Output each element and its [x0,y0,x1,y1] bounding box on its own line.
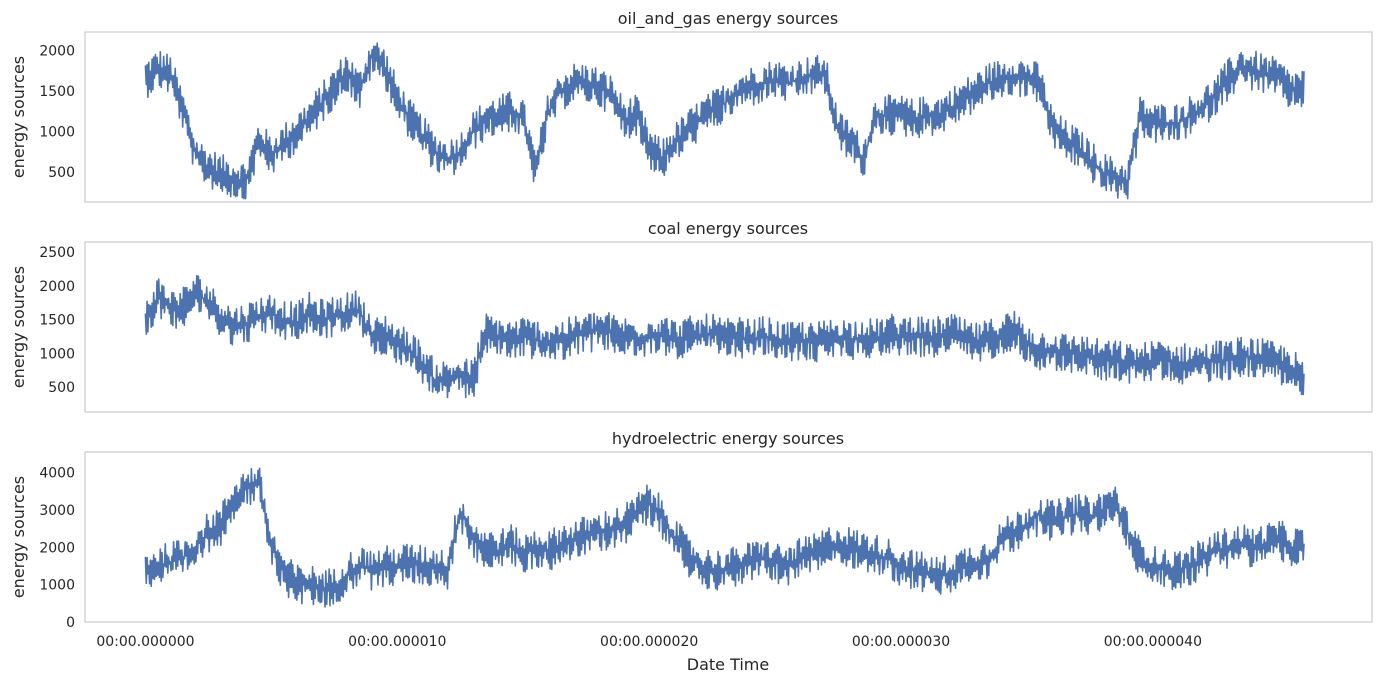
y-tick-label: 3000 [39,503,75,519]
y-tick-label: 1500 [39,313,75,329]
y-tick-labels: 500 1000 1500 2000 [39,44,75,181]
y-tick-label: 4000 [39,466,75,482]
plot-frame [84,451,1373,623]
x-tick-label: 00:00.000040 [1104,634,1202,650]
subplot-title: hydroelectric energy sources [612,429,844,448]
y-tick-label: 1000 [39,125,75,141]
series-line [144,467,1305,608]
y-tick-labels: 500 1000 1500 2000 2500 [39,245,75,396]
y-tick-label: 1000 [39,578,75,594]
subplot-oil-and-gas: oil_and_gas energy sources energy source… [9,9,1373,203]
y-tick-label: 0 [66,615,75,631]
series-line [144,42,1305,200]
y-tick-label: 500 [48,165,75,181]
x-tick-label: 00:00.000020 [600,634,698,650]
subplot-coal: coal energy sources energy sources 500 10… [9,219,1373,413]
y-tick-label: 500 [48,380,75,396]
plot-frame [84,241,1373,413]
x-tick-labels: 00:00.000000 00:00.000010 00:00.000020 00:0… [96,634,1202,650]
subplot-title: oil_and_gas energy sources [618,9,838,29]
subplot-hydroelectric: hydroelectric energy sources energy sour… [9,429,1373,631]
x-tick-label: 00:00.000010 [348,634,446,650]
y-tick-label: 1000 [39,346,75,362]
y-tick-label: 2500 [39,245,75,261]
y-tick-label: 2000 [39,44,75,60]
y-axis-label: energy sources [9,266,28,388]
y-axis-label: energy sources [9,56,28,178]
subplot-title: coal energy sources [648,219,808,238]
y-tick-label: 2000 [39,279,75,295]
x-tick-label: 00:00.000030 [852,634,950,650]
x-axis-label: Date Time [687,655,769,674]
y-tick-label: 2000 [39,540,75,556]
y-tick-labels: 0 1000 2000 3000 4000 [39,466,75,631]
y-tick-label: 1500 [39,84,75,100]
series-line [144,274,1305,399]
x-tick-label: 00:00.000000 [96,634,194,650]
plot-frame [84,31,1373,203]
y-axis-label: energy sources [9,476,28,598]
